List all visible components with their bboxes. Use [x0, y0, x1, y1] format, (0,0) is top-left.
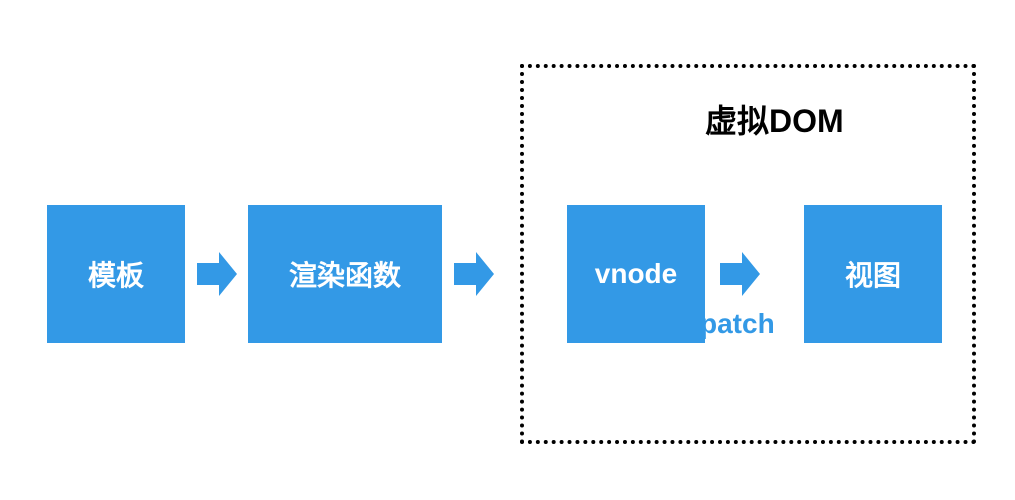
node-template-label: 模板: [88, 254, 144, 294]
node-view-label: 视图: [845, 254, 901, 294]
node-render-fn: 渲染函数: [248, 205, 442, 343]
node-view: 视图: [804, 205, 942, 343]
node-render-fn-label: 渲染函数: [289, 254, 401, 294]
patch-label: patch: [700, 308, 775, 340]
node-template: 模板: [47, 205, 185, 343]
node-vnode-label: vnode: [595, 258, 677, 290]
arrow-icon-1: [197, 252, 237, 296]
arrow-icon-2: [454, 252, 494, 296]
node-vnode: vnode: [567, 205, 705, 343]
arrow-icon-3: [720, 252, 760, 296]
vdom-group-title: 虚拟DOM: [705, 96, 844, 142]
